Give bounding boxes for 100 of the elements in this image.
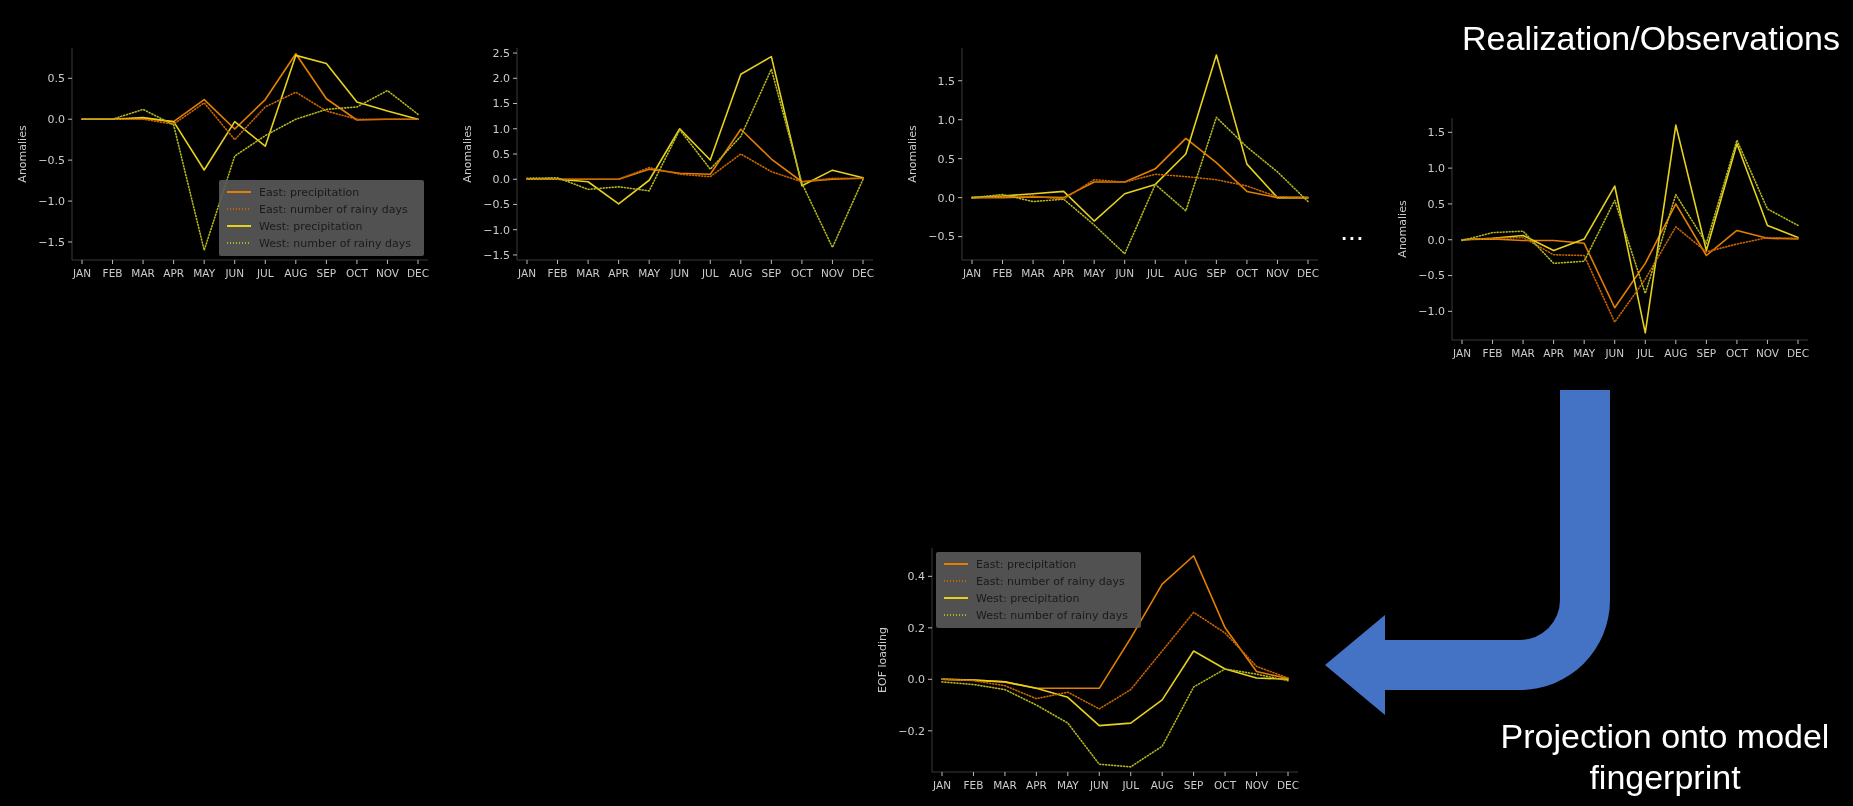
x-tick-label: AUG [1664,347,1688,359]
y-tick-label: −0.5 [38,153,65,167]
y-tick-label: 1.5 [1427,126,1445,140]
y-axis-title: Anomalies [1396,200,1409,258]
x-tick-label: MAR [1021,267,1045,279]
y-tick-label: 1.0 [1427,161,1445,175]
y-tick-label: −0.2 [898,724,925,738]
x-tick-label: AUG [1150,779,1174,791]
x-tick-label: OCT [1214,779,1237,791]
x-tick-label: FEB [963,779,984,791]
y-tick-label: 0.0 [47,113,65,127]
x-tick-label: JUL [255,267,274,279]
x-tick-label: AUG [729,267,753,279]
x-tick-label: JAN [962,267,981,279]
x-tick-label: NOV [1265,267,1290,279]
y-tick-label: 2.5 [492,46,510,60]
x-tick-label: NOV [820,267,845,279]
x-tick-label: NOV [375,267,400,279]
line-series [971,116,1309,255]
x-tick-label: FEB [102,267,123,279]
x-tick-label: AUG [284,267,308,279]
x-tick-label: FEB [992,267,1013,279]
text: Realization/Observations [1462,19,1840,57]
x-tick-label: MAY [1573,347,1596,359]
y-tick-label: 1.0 [937,113,955,127]
x-tick-label: MAR [131,267,155,279]
x-tick-label: MAR [993,779,1017,791]
x-tick-label: APR [1543,347,1565,359]
x-tick-label: JUN [669,267,690,279]
x-tick-label: APR [1053,267,1075,279]
x-tick-label: DEC [851,267,875,279]
line-series [526,153,864,183]
x-tick-label: JUL [700,267,719,279]
y-axis-title: EOF loading [876,627,889,693]
y-tick-label: 1.5 [492,97,510,111]
x-tick-label: JAN [517,267,536,279]
x-tick-label: JAN [1452,347,1471,359]
line-series [1461,139,1799,295]
y-axis-title: Anomalies [906,125,919,183]
x-tick-label: SEP [1206,267,1227,279]
x-tick-label: DEC [406,267,430,279]
line-series [526,68,864,249]
x-tick-label: APR [1025,779,1047,791]
y-tick-label: 2.0 [492,72,510,86]
x-tick-label: OCT [790,267,814,279]
x-tick-label: SEP [761,267,782,279]
text: Projection onto model fingerprint [1500,717,1830,796]
y-tick-label: 0.5 [47,72,65,86]
x-tick-label: OCT [1235,267,1259,279]
y-tick-label: 0.0 [1427,233,1445,247]
x-tick-label: AUG [1174,267,1198,279]
y-tick-label: 0.2 [907,621,925,635]
x-tick-label: FEB [1482,347,1503,359]
x-tick-label: MAY [1083,267,1106,279]
y-axis-title: Anomalies [461,125,474,183]
line-series [941,668,1289,768]
x-tick-label: JUN [1088,779,1109,791]
x-tick-label: FEB [547,267,568,279]
x-tick-label: DEC [1276,779,1300,791]
y-tick-label: −1.5 [38,235,65,249]
y-tick-label: −1.5 [483,248,510,262]
y-tick-label: 0.5 [937,152,955,166]
x-tick-label: JUL [1145,267,1164,279]
x-tick-label: SEP [316,267,337,279]
x-tick-label: MAR [1511,347,1535,359]
x-tick-label: DEC [1786,347,1810,359]
x-tick-label: SEP [1696,347,1717,359]
x-tick-label: JUN [1604,347,1625,359]
x-tick-label: APR [163,267,185,279]
x-tick-label: JUN [224,267,245,279]
y-tick-label: 0.5 [492,147,510,161]
x-tick-label: JUL [1635,347,1654,359]
x-tick-label: SEP [1183,779,1204,791]
y-tick-label: −1.0 [483,223,510,237]
y-tick-label: 0.0 [907,673,925,687]
line-series [941,611,1289,710]
x-tick-label: MAR [576,267,600,279]
y-tick-label: 0.0 [492,173,510,187]
x-tick-label: MAY [1056,779,1080,791]
x-tick-label: NOV [1244,779,1269,791]
x-tick-label: JUN [1114,267,1135,279]
line-series [1461,226,1799,323]
x-tick-label: OCT [345,267,369,279]
x-tick-label: JAN [72,267,91,279]
y-tick-label: 0.5 [1427,197,1445,211]
y-tick-label: 1.5 [937,74,955,88]
y-tick-label: −0.5 [1418,269,1445,283]
y-axis-title: Anomalies [16,125,29,183]
text: ... [1340,215,1364,246]
x-tick-label: MAY [193,267,216,279]
y-tick-label: −0.5 [928,230,955,244]
y-tick-label: −1.0 [1418,305,1445,319]
x-tick-label: MAY [638,267,661,279]
x-tick-label: JUL [1121,779,1140,791]
line-series [81,54,419,171]
x-tick-label: NOV [1755,347,1780,359]
y-tick-label: −1.0 [38,194,65,208]
y-tick-label: −0.5 [483,198,510,212]
y-tick-label: 0.0 [937,191,955,205]
x-tick-label: OCT [1725,347,1749,359]
